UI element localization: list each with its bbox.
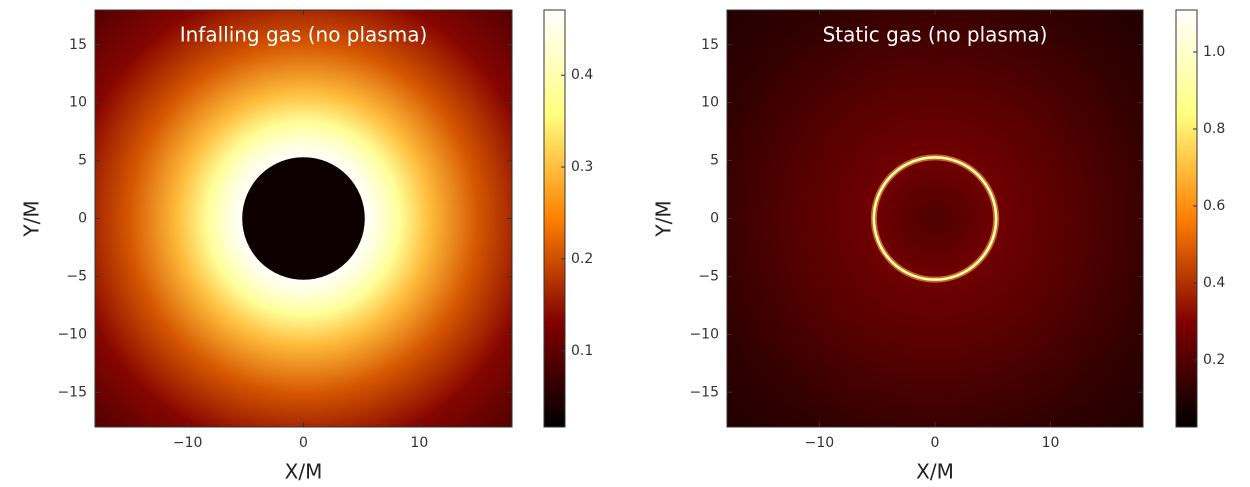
x-tick-label: −10 [173, 435, 203, 451]
image [727, 10, 1143, 427]
y-tick-label: −10 [57, 326, 87, 342]
photon-ring [872, 156, 998, 281]
y-tick-label: −15 [689, 384, 719, 400]
colorbar-tick-label: 0.2 [571, 251, 593, 267]
y-tick-label: 10 [69, 95, 87, 111]
x-tick-label: 0 [931, 435, 940, 451]
shadow [242, 157, 365, 280]
colorbar-tick-label: 0.6 [1203, 198, 1225, 214]
x-tick-label: −10 [805, 435, 835, 451]
colorbar-tick-label: 0.1 [571, 343, 593, 359]
image [95, 10, 512, 427]
y-tick-label: −5 [698, 268, 719, 284]
y-axis-label: Y/M [652, 200, 676, 237]
colorbar [543, 9, 566, 428]
y-tick-label: −15 [57, 384, 87, 400]
chart-title: Static gas (no plasma) [823, 23, 1048, 47]
x-axis-label: X/M [916, 460, 954, 484]
y-tick-label: 15 [701, 37, 719, 53]
colorbar-tick-label: 1.0 [1203, 44, 1225, 60]
y-axis-label: Y/M [20, 200, 44, 237]
y-tick-label: 5 [710, 153, 719, 169]
x-tick-label: 0 [299, 435, 308, 451]
colorbar-tick-label: 0.4 [571, 67, 593, 83]
colorbar-tick-label: 0.2 [1203, 352, 1225, 368]
chart-title: Infalling gas (no plasma) [180, 23, 428, 47]
x-axis-label: X/M [285, 460, 323, 484]
y-tick-label: −10 [689, 326, 719, 342]
colorbar [1175, 9, 1198, 428]
colorbar-tick-label: 0.8 [1203, 121, 1225, 137]
y-tick-label: 10 [701, 95, 719, 111]
colorbar-tick-label: 0.4 [1203, 275, 1225, 291]
colorbar-tick-label: 0.3 [571, 159, 593, 175]
y-tick-label: 0 [78, 211, 87, 227]
y-tick-label: 15 [69, 37, 87, 53]
y-tick-label: 5 [78, 153, 87, 169]
y-tick-label: −5 [66, 268, 87, 284]
x-tick-label: 10 [1042, 435, 1060, 451]
x-tick-label: 10 [410, 435, 428, 451]
y-tick-label: 0 [710, 211, 719, 227]
image-field [727, 10, 1143, 427]
